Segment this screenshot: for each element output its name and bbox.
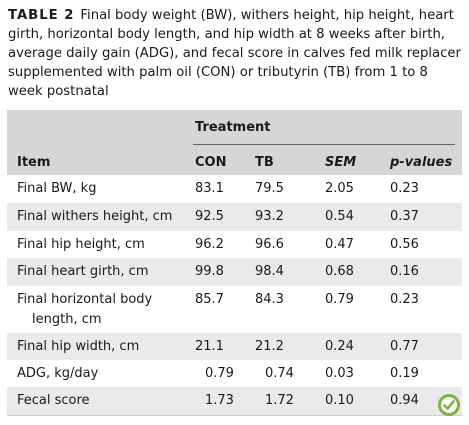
cell-p: 0.37 [390, 209, 419, 224]
cell-tb: 98.4 [255, 264, 284, 279]
cell-con: 1.73 [205, 393, 234, 408]
cell-con: 83.1 [195, 181, 224, 196]
cell-p: 0.77 [390, 339, 419, 354]
header-con: CON [195, 155, 227, 170]
table-row: Final horizontal body length, cm 85.7 84… [7, 286, 462, 333]
cell-item: Final withers height, cm [17, 209, 173, 224]
cell-sem: 0.24 [325, 339, 354, 354]
cell-con: 99.8 [195, 264, 224, 279]
cell-item: Final heart girth, cm [17, 264, 149, 279]
cell-tb: 0.74 [265, 366, 294, 381]
cell-tb: 96.6 [255, 237, 284, 252]
cell-tb: 1.72 [265, 393, 294, 408]
caption-text: Final body weight (BW), withers height, … [8, 8, 461, 99]
treatment-rule [193, 144, 455, 145]
cell-p: 0.23 [390, 181, 419, 196]
table-caption: TABLE 2 Final body weight (BW), withers h… [8, 6, 463, 101]
header-pvalues: p-values [390, 155, 453, 170]
cell-sem: 2.05 [325, 181, 354, 196]
cell-con: 85.7 [195, 292, 224, 307]
cell-p: 0.16 [390, 264, 419, 279]
header-sem: SEM [325, 155, 357, 170]
cell-item: Final BW, kg [17, 181, 97, 196]
header-item: Item [17, 155, 51, 170]
table-row: Final hip height, cm 96.2 96.6 0.47 0.56 [7, 231, 462, 258]
cell-item: Final hip height, cm [17, 237, 145, 252]
table-row: Final withers height, cm 92.5 93.2 0.54 … [7, 203, 462, 231]
cell-tb: 84.3 [255, 292, 284, 307]
cell-p: 0.23 [390, 292, 419, 307]
cell-sem: 0.68 [325, 264, 354, 279]
table-row: Final heart girth, cm 99.8 98.4 0.68 0.1… [7, 258, 462, 286]
cell-sem: 0.03 [325, 366, 354, 381]
table-row: Final hip width, cm 21.1 21.2 0.24 0.77 [7, 333, 462, 360]
cell-sem: 0.54 [325, 209, 354, 224]
cell-tb: 79.5 [255, 181, 284, 196]
cell-item-continued: length, cm [32, 312, 102, 327]
cell-con: 21.1 [195, 339, 224, 354]
cell-con: 92.5 [195, 209, 224, 224]
cell-sem: 0.47 [325, 237, 354, 252]
table-header: Treatment Item CON TB SEM p-values [7, 110, 462, 175]
cell-item: Final horizontal body [17, 292, 153, 307]
table-bottom-rule [7, 415, 462, 416]
table-row: Fecal score 1.73 1.72 0.10 0.94 [7, 387, 462, 415]
cell-tb: 21.2 [255, 339, 284, 354]
cell-p: 0.56 [390, 237, 419, 252]
header-treatment: Treatment [195, 120, 271, 135]
cell-sem: 0.10 [325, 393, 354, 408]
cell-item: Final hip width, cm [17, 339, 140, 354]
data-table: Treatment Item CON TB SEM p-values Final… [7, 110, 462, 421]
cell-p: 0.19 [390, 366, 419, 381]
cell-p: 0.94 [390, 393, 419, 408]
cell-con: 0.79 [205, 366, 234, 381]
cell-sem: 0.79 [325, 292, 354, 307]
table-row: Final BW, kg 83.1 79.5 2.05 0.23 [7, 175, 462, 203]
cell-tb: 93.2 [255, 209, 284, 224]
cell-con: 96.2 [195, 237, 224, 252]
cell-item: Fecal score [17, 393, 90, 408]
cell-item: ADG, kg/day [17, 366, 99, 381]
table-label: TABLE 2 [8, 8, 75, 23]
table-row: ADG, kg/day 0.79 0.74 0.03 0.19 [7, 360, 462, 387]
header-tb: TB [255, 155, 274, 170]
open-access-check-icon[interactable] [437, 393, 461, 417]
